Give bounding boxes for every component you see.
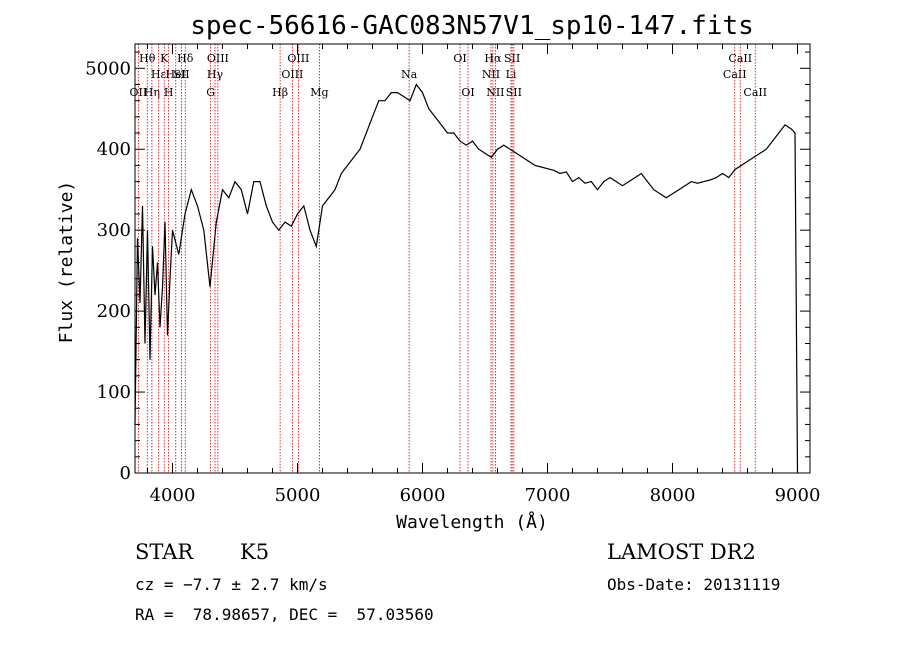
line-label: H — [164, 86, 174, 99]
line-label: Hβ — [272, 86, 288, 99]
line-label: Hη — [144, 86, 160, 99]
coordinates: RA = 78.98657, DEC = 57.03560 — [135, 605, 434, 624]
y-tick-label: 100 — [97, 382, 131, 403]
line-label: G — [206, 86, 215, 99]
spectrum-line — [134, 83, 799, 474]
y-tick-label: 200 — [97, 301, 131, 322]
line-label: OI — [453, 52, 466, 65]
line-label: CaII — [743, 86, 767, 99]
y-tick-label: 400 — [97, 139, 131, 160]
line-label: HeI — [166, 68, 186, 81]
redshift-velocity: cz = −7.7 ± 2.7 km/s — [135, 575, 328, 594]
spectrum-series — [134, 83, 799, 474]
line-label: NII — [482, 68, 500, 81]
line-label: Mg — [310, 86, 328, 99]
survey-name: LAMOST DR2 — [607, 540, 756, 564]
y-axis-label: Flux (relative) — [56, 181, 77, 344]
y-tick-label: 300 — [97, 220, 131, 241]
line-label: Hδ — [177, 52, 194, 65]
x-tick-label: 8000 — [650, 485, 696, 506]
line-label: SII — [173, 68, 189, 81]
line-label: CaII — [723, 68, 747, 81]
line-label: OIII — [281, 68, 303, 81]
x-tick-label: 4000 — [150, 485, 196, 506]
x-tick-label: 7000 — [525, 485, 571, 506]
line-label: OI — [461, 86, 474, 99]
line-label: Li — [506, 68, 517, 81]
plot-frame — [134, 43, 811, 474]
x-tick-label: 9000 — [775, 485, 821, 506]
y-axis: 0 100 200 300 400 5000 — [85, 51, 810, 484]
x-tick-label: 5000 — [275, 485, 321, 506]
x-axis-label: Wavelength (Å) — [396, 511, 548, 533]
object-class: STAR — [135, 540, 194, 564]
y-tick-label: 0 — [120, 463, 131, 484]
line-label: OIII — [207, 52, 229, 65]
line-label: Na — [401, 68, 418, 81]
line-label: CaII — [728, 52, 752, 65]
chart-title: spec-56616-GAC083N57V1_sp10-147.fits — [190, 11, 754, 41]
line-label: SII — [506, 86, 522, 99]
line-label: Hγ — [207, 68, 224, 81]
y-tick-label: 5000 — [85, 58, 131, 79]
line-label: Hε — [151, 68, 167, 81]
line-label: OII — [130, 86, 148, 99]
line-label: Hα — [484, 52, 502, 65]
x-tick-label: 6000 — [400, 485, 446, 506]
line-label: OIII — [287, 52, 309, 65]
line-label: Hθ — [139, 52, 156, 65]
line-label: SII — [504, 52, 520, 65]
line-label: K — [160, 52, 169, 65]
observation-date: Obs-Date: 20131119 — [607, 575, 781, 594]
x-axis: 4000 5000 6000 7000 8000 9000 — [147, 44, 821, 506]
line-label: NII — [486, 86, 504, 99]
object-subclass: K5 — [240, 540, 270, 564]
